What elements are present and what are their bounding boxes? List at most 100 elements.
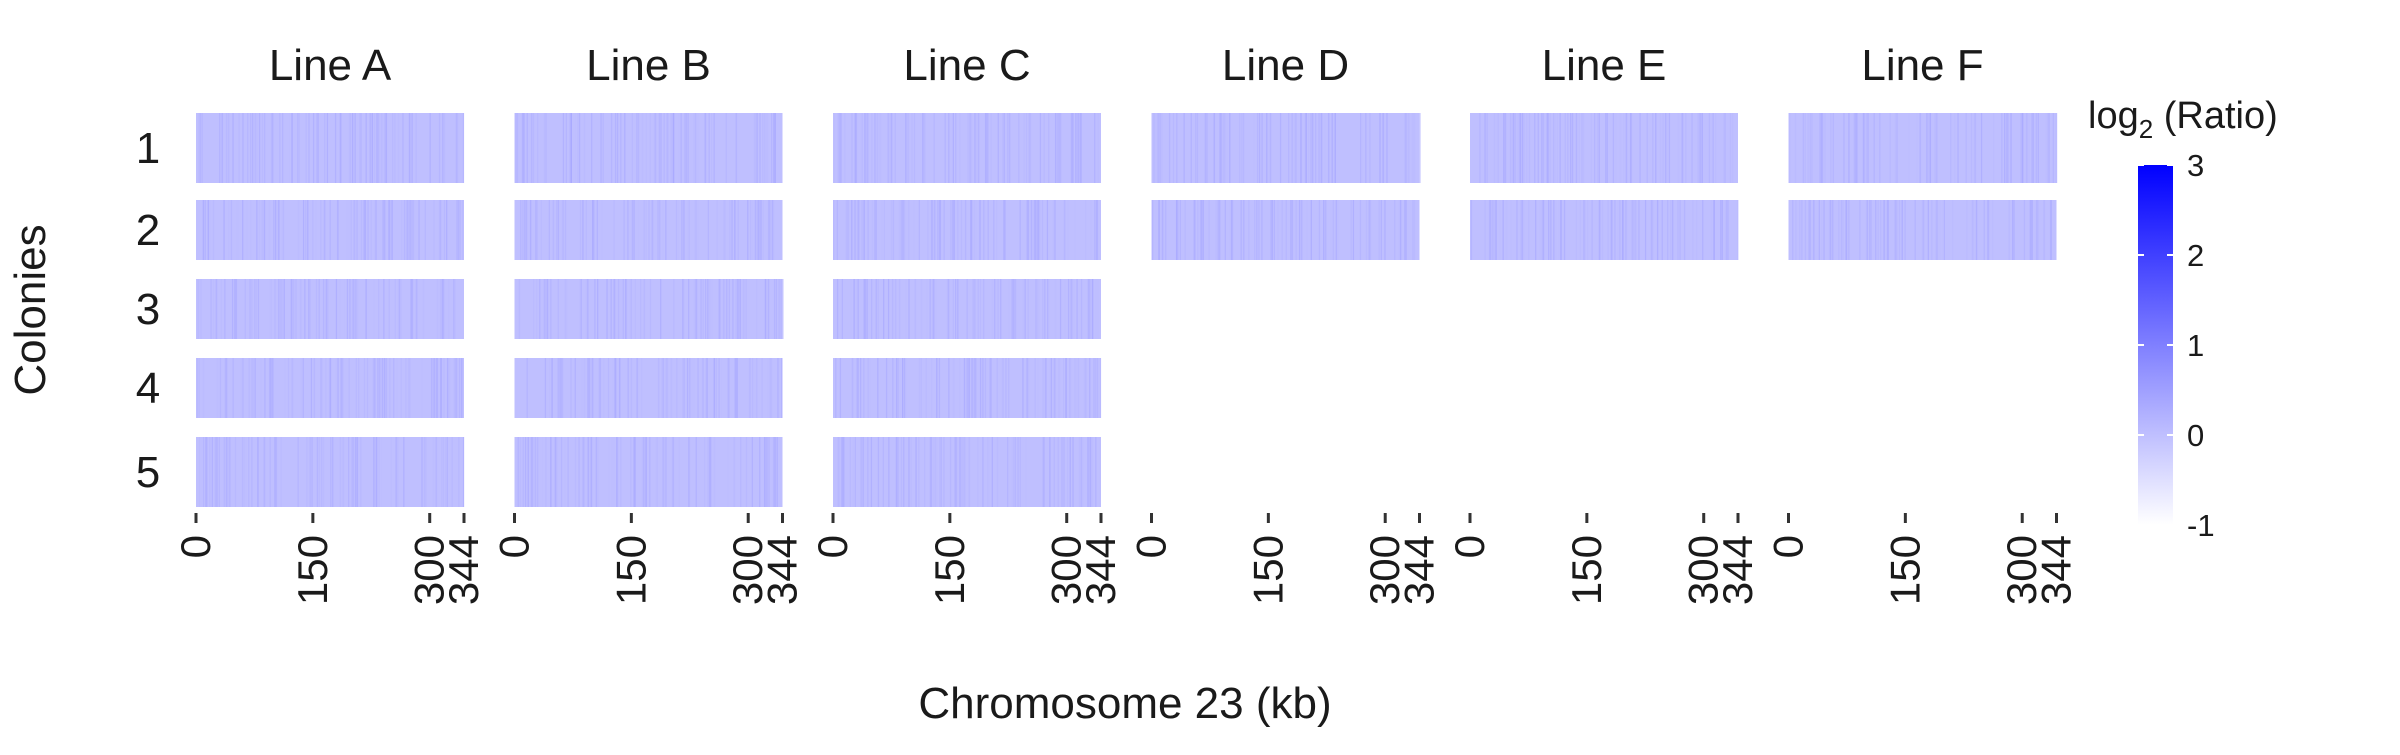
heatmap-bin bbox=[715, 358, 717, 418]
heatmap-bin bbox=[848, 200, 850, 260]
heatmap-row bbox=[1470, 113, 1738, 183]
heatmap-bin bbox=[1559, 113, 1561, 183]
heatmap-bin bbox=[349, 279, 351, 339]
heatmap-bin bbox=[694, 200, 696, 260]
heatmap-bin bbox=[1667, 200, 1669, 260]
heatmap-bin bbox=[1037, 279, 1040, 339]
heatmap-bin bbox=[447, 358, 449, 418]
heatmap-bin bbox=[261, 200, 263, 260]
heatmap-bin bbox=[898, 279, 901, 339]
heatmap-bin bbox=[1204, 113, 1207, 183]
heatmap-bin bbox=[281, 200, 283, 260]
heatmap-bin bbox=[1088, 279, 1090, 339]
heatmap-bin bbox=[864, 113, 866, 183]
heatmap-bin bbox=[240, 358, 242, 418]
heatmap-bin bbox=[440, 358, 442, 418]
heatmap-bin bbox=[564, 437, 566, 507]
heatmap-bin bbox=[1887, 200, 1889, 260]
heatmap-bin bbox=[1295, 113, 1297, 183]
heatmap-bin bbox=[249, 279, 251, 339]
heatmap-bin bbox=[707, 279, 709, 339]
heatmap-bin bbox=[446, 437, 448, 507]
heatmap-bin bbox=[935, 279, 937, 339]
heatmap-bin bbox=[778, 358, 780, 418]
heatmap-bin bbox=[1664, 113, 1667, 183]
heatmap-bin bbox=[645, 437, 647, 507]
heatmap-bin bbox=[1853, 113, 1855, 183]
heatmap-bin bbox=[415, 113, 417, 183]
heatmap-bin bbox=[1004, 437, 1006, 507]
heatmap-bin bbox=[551, 279, 553, 339]
heatmap-bin bbox=[1089, 279, 1091, 339]
heatmap-bin bbox=[536, 279, 538, 339]
heatmap-bin bbox=[1710, 200, 1713, 260]
heatmap-bin bbox=[2004, 113, 2006, 183]
heatmap-bin bbox=[1224, 113, 1226, 183]
heatmap-bin bbox=[1305, 113, 1307, 183]
heatmap-bin bbox=[671, 437, 674, 507]
heatmap-bin bbox=[1055, 279, 1057, 339]
heatmap-bin bbox=[1094, 358, 1096, 418]
heatmap-bin bbox=[705, 279, 707, 339]
heatmap-bin bbox=[1970, 113, 1973, 183]
heatmap-bin bbox=[1270, 113, 1272, 183]
heatmap-bin bbox=[356, 200, 358, 260]
heatmap-bin bbox=[309, 279, 311, 339]
heatmap-bin bbox=[857, 358, 859, 418]
heatmap-bin bbox=[589, 358, 591, 418]
heatmap-bin bbox=[1419, 113, 1421, 183]
heatmap-bin bbox=[1071, 113, 1073, 183]
heatmap-bin bbox=[839, 358, 842, 418]
heatmap-bin bbox=[1843, 113, 1845, 183]
heatmap-bin bbox=[932, 200, 934, 260]
heatmap-bin bbox=[655, 113, 657, 183]
heatmap-bin bbox=[1650, 200, 1652, 260]
heatmap-bin bbox=[1076, 279, 1078, 339]
heatmap-bin bbox=[853, 279, 855, 339]
heatmap-bin bbox=[251, 437, 253, 507]
heatmap-bin bbox=[1382, 113, 1384, 183]
heatmap-bin bbox=[1035, 200, 1037, 260]
heatmap-bin bbox=[1273, 200, 1275, 260]
heatmap-bin bbox=[1685, 113, 1687, 183]
heatmap-bin bbox=[366, 358, 369, 418]
heatmap-bin bbox=[777, 358, 779, 418]
heatmap-bin bbox=[1499, 200, 1501, 260]
heatmap-bin bbox=[583, 437, 585, 507]
heatmap-bin bbox=[329, 358, 331, 418]
heatmap-bin bbox=[665, 200, 667, 260]
heatmap-bin bbox=[321, 437, 324, 507]
heatmap-bin bbox=[625, 279, 627, 339]
heatmap-bin bbox=[638, 113, 641, 183]
heatmap-bin bbox=[383, 113, 385, 183]
heatmap-bin bbox=[836, 279, 839, 339]
heatmap-bin bbox=[1623, 113, 1625, 183]
heatmap-bin bbox=[891, 279, 894, 339]
heatmap-bin bbox=[736, 358, 738, 418]
x-tick-label: 150 bbox=[1563, 535, 1610, 605]
heatmap-bin bbox=[644, 279, 646, 339]
heatmap-bin bbox=[1072, 113, 1074, 183]
heatmap-bin bbox=[918, 200, 920, 260]
heatmap-bin bbox=[700, 279, 702, 339]
heatmap-bin bbox=[1558, 200, 1560, 260]
heatmap-bin bbox=[903, 200, 906, 260]
heatmap-bin bbox=[930, 200, 933, 260]
heatmap-bin bbox=[767, 437, 769, 507]
heatmap-bin bbox=[835, 358, 837, 418]
heatmap-bin bbox=[591, 113, 593, 183]
heatmap-bin bbox=[373, 279, 375, 339]
heatmap-bin bbox=[991, 437, 993, 507]
heatmap-bin bbox=[1039, 200, 1041, 260]
heatmap-bin bbox=[1404, 113, 1406, 183]
heatmap-bin bbox=[908, 437, 910, 507]
heatmap-bin bbox=[1927, 200, 1929, 260]
heatmap-bin bbox=[334, 113, 337, 183]
heatmap-bin bbox=[1625, 200, 1627, 260]
heatmap-bin bbox=[382, 200, 384, 260]
heatmap-bin bbox=[652, 200, 654, 260]
heatmap-bin bbox=[983, 279, 985, 339]
heatmap-bin bbox=[330, 437, 332, 507]
heatmap-bin bbox=[1842, 200, 1844, 260]
heatmap-bin bbox=[1942, 200, 1944, 260]
